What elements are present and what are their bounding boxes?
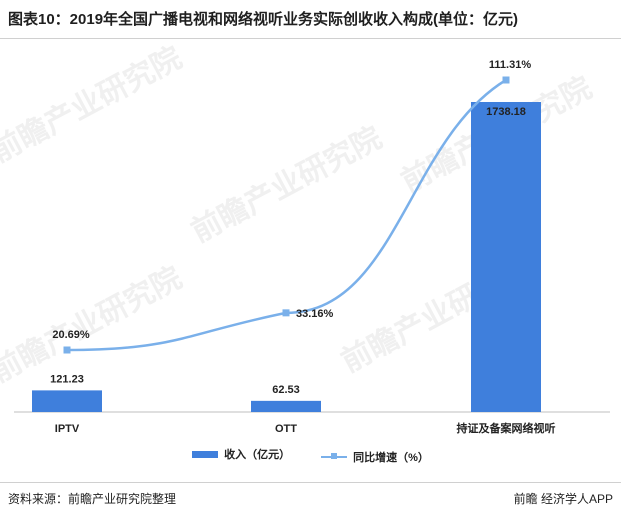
- bar-value-label: 1738.18: [486, 106, 526, 118]
- chart-title: 图表10：2019年全国广播电视和网络视听业务实际创收收入构成(单位：亿元): [8, 11, 519, 28]
- bar-2: [471, 102, 541, 412]
- bar-value-label: 62.53: [272, 384, 300, 396]
- footer-divider: [0, 482, 621, 483]
- legend-bar-swatch: [192, 450, 219, 458]
- growth-point-1: [282, 309, 290, 317]
- legend-item-line: 同比增速（%）: [321, 449, 429, 465]
- growth-value-label: 111.31%: [489, 59, 531, 71]
- title-divider: [0, 38, 621, 39]
- growth-value-label: 33.16%: [296, 308, 334, 320]
- chart-plot: 121.23 62.53 1738.18 IPTV OTT 持证及备案网络视听 20.69%…: [14, 59, 610, 435]
- legend: 收入（亿元） 同比增速（%）: [0, 446, 621, 465]
- source-note: 资料来源：前瞻产业研究院整理: [8, 492, 177, 506]
- brand-label: 前瞻 经济学人APP: [513, 492, 613, 506]
- legend-item-bar: 收入（亿元）: [192, 446, 290, 462]
- growth-point-0: [63, 346, 71, 354]
- growth-line: [66, 78, 507, 352]
- bar-value-label: 121.23: [50, 373, 84, 385]
- growth-value-label: 20.69%: [52, 329, 90, 341]
- legend-line-swatch: [321, 452, 348, 459]
- x-tick-label: 持证及备案网络视听: [457, 421, 556, 435]
- bar-0: [32, 390, 102, 412]
- growth-point-2: [502, 76, 510, 84]
- x-tick-label: IPTV: [55, 423, 80, 435]
- x-tick-label: OTT: [275, 423, 297, 435]
- legend-label-bar: 收入（亿元）: [224, 449, 291, 461]
- legend-label-line: 同比增速（%）: [353, 451, 429, 464]
- bar-1: [251, 400, 321, 412]
